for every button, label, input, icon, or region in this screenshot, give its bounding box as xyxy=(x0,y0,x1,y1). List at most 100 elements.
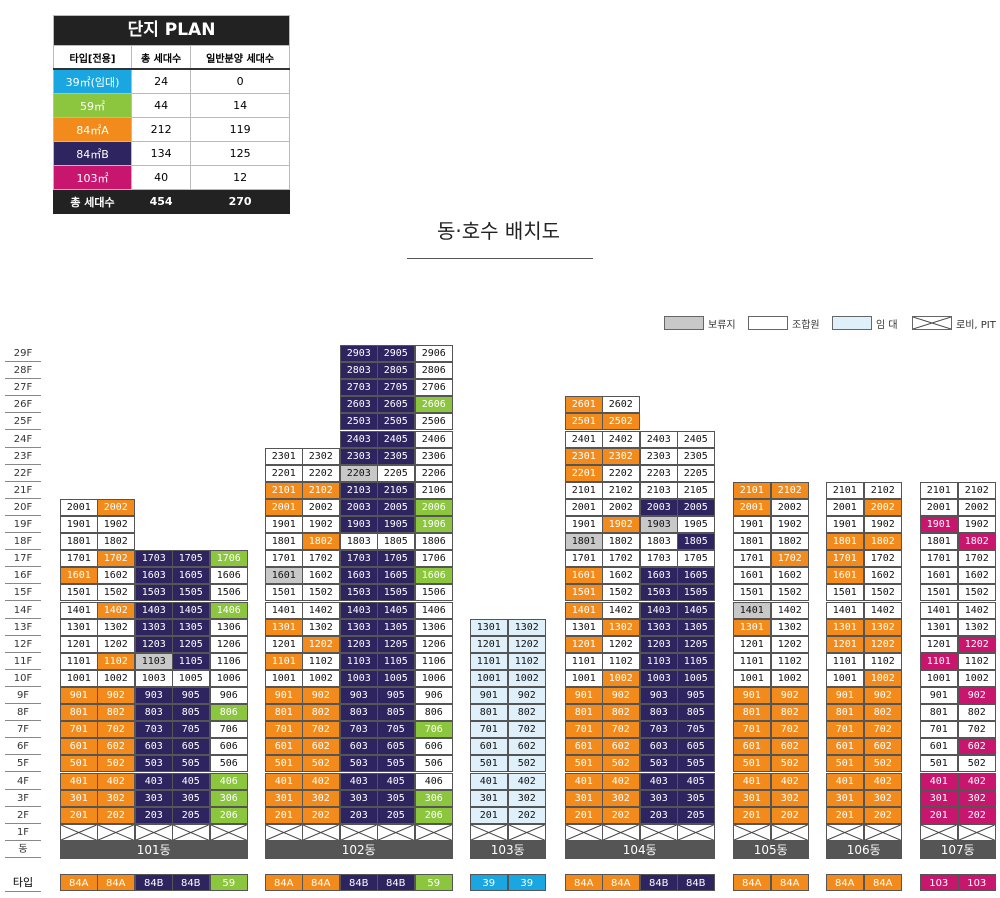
floor-label: 26F xyxy=(5,396,41,414)
unit-cell: 202 xyxy=(302,806,340,824)
lobby-pit-cell xyxy=(508,823,546,841)
unit-cell: 906 xyxy=(415,687,453,705)
complex-plan-table: 단지 PLAN 타입[전용] 총 세대수 일반분양 세대수 39㎡(임대) 24 0… xyxy=(53,15,290,214)
unit-cell: 701 xyxy=(826,721,864,739)
unit-cell: 1603 xyxy=(640,567,678,585)
type-cell: 59 xyxy=(210,874,248,891)
floor-label: 25F xyxy=(5,413,41,431)
unit-cell: 2002 xyxy=(958,498,996,516)
unit-cell: 503 xyxy=(640,755,678,773)
unit-cell: 601 xyxy=(826,738,864,756)
unit-cell: 1405 xyxy=(377,601,415,619)
unit-cell: 1402 xyxy=(864,601,902,619)
unit-cell: 501 xyxy=(920,755,958,773)
unit-cell: 602 xyxy=(602,738,640,756)
unit-cell: 701 xyxy=(565,721,603,739)
unit-cell: 1902 xyxy=(302,516,340,534)
unit-cell: 601 xyxy=(733,738,771,756)
lobby-pit-cell xyxy=(60,823,98,841)
unit-cell: 1803 xyxy=(640,533,678,551)
unit-cell: 201 xyxy=(733,806,771,824)
unit-cell: 303 xyxy=(340,789,378,807)
unit-cell: 1502 xyxy=(97,584,135,602)
unit-cell: 1303 xyxy=(135,618,173,636)
unit-cell: 702 xyxy=(508,721,546,739)
floor-label: 21F xyxy=(5,482,41,499)
unit-cell: 1201 xyxy=(565,635,603,653)
unit-cell: 902 xyxy=(302,687,340,705)
unit-cell: 902 xyxy=(864,687,902,705)
unit-cell: 505 xyxy=(172,755,210,773)
unit-cell: 901 xyxy=(565,687,603,705)
unit-cell: 1702 xyxy=(958,550,996,568)
unit-cell: 901 xyxy=(265,687,303,705)
floor-label: 18F xyxy=(5,533,41,551)
unit-cell: 2205 xyxy=(677,464,715,482)
unit-cell: 1001 xyxy=(565,669,603,687)
unit-cell: 1001 xyxy=(733,669,771,687)
unit-cell: 205 xyxy=(377,806,415,824)
lobby-pit-cell xyxy=(135,823,173,841)
unit-cell: 1301 xyxy=(920,618,958,636)
legend-item: 임 대 xyxy=(832,315,898,331)
unit-cell: 1203 xyxy=(340,635,378,653)
floor-label: 6F xyxy=(5,738,41,756)
unit-cell: 1806 xyxy=(415,533,453,551)
unit-cell: 803 xyxy=(340,704,378,722)
legend-label: 임 대 xyxy=(876,319,898,331)
unit-cell: 2003 xyxy=(340,498,378,516)
unit-cell: 1403 xyxy=(135,601,173,619)
unit-cell: 2101 xyxy=(565,481,603,499)
unit-cell: 1401 xyxy=(920,601,958,619)
unit-cell: 1003 xyxy=(640,669,678,687)
unit-cell: 705 xyxy=(377,721,415,739)
unit-cell: 302 xyxy=(97,789,135,807)
unit-cell: 1302 xyxy=(508,618,546,636)
unit-cell: 2501 xyxy=(565,413,603,431)
unit-cell: 2703 xyxy=(340,379,378,397)
unit-cell: 2706 xyxy=(415,379,453,397)
lobby-pit-cell xyxy=(172,823,210,841)
unit-cell: 2002 xyxy=(302,498,340,516)
unit-cell: 2001 xyxy=(826,498,864,516)
unit-cell: 1801 xyxy=(60,533,98,551)
section-underline xyxy=(407,258,593,259)
unit-cell: 801 xyxy=(470,704,508,722)
unit-cell: 1702 xyxy=(97,550,135,568)
unit-cell: 501 xyxy=(470,755,508,773)
unit-cell: 1403 xyxy=(640,601,678,619)
unit-cell: 2602 xyxy=(602,396,640,414)
unit-cell: 2806 xyxy=(415,362,453,380)
unit-cell: 1205 xyxy=(377,635,415,653)
unit-cell: 701 xyxy=(733,721,771,739)
unit-cell: 1201 xyxy=(470,635,508,653)
unit-cell: 701 xyxy=(60,721,98,739)
unit-cell: 801 xyxy=(920,704,958,722)
unit-cell: 2003 xyxy=(640,498,678,516)
unit-cell: 802 xyxy=(958,704,996,722)
unit-cell: 2102 xyxy=(302,481,340,499)
unit-cell: 1803 xyxy=(340,533,378,551)
unit-cell: 1202 xyxy=(602,635,640,653)
unit-cell: 2203 xyxy=(340,464,378,482)
unit-cell: 305 xyxy=(377,789,415,807)
unit-cell: 1701 xyxy=(565,550,603,568)
unit-cell: 503 xyxy=(135,755,173,773)
lobby-pit-cell xyxy=(302,823,340,841)
unit-cell: 806 xyxy=(415,704,453,722)
summary-type: 39㎡(임대) xyxy=(53,68,132,94)
unit-cell: 503 xyxy=(340,755,378,773)
floor-label: 24F xyxy=(5,431,41,448)
unit-cell: 1603 xyxy=(340,567,378,585)
unit-cell: 1502 xyxy=(771,584,809,602)
unit-cell: 2502 xyxy=(602,413,640,431)
unit-cell: 1402 xyxy=(97,601,135,619)
unit-cell: 1002 xyxy=(508,669,546,687)
total-count: 454 xyxy=(130,189,192,214)
unit-cell: 902 xyxy=(508,687,546,705)
unit-cell: 1405 xyxy=(677,601,715,619)
unit-cell: 802 xyxy=(302,704,340,722)
type-row-label: 타입 xyxy=(5,874,41,892)
unit-cell: 1502 xyxy=(302,584,340,602)
unit-cell: 501 xyxy=(60,755,98,773)
